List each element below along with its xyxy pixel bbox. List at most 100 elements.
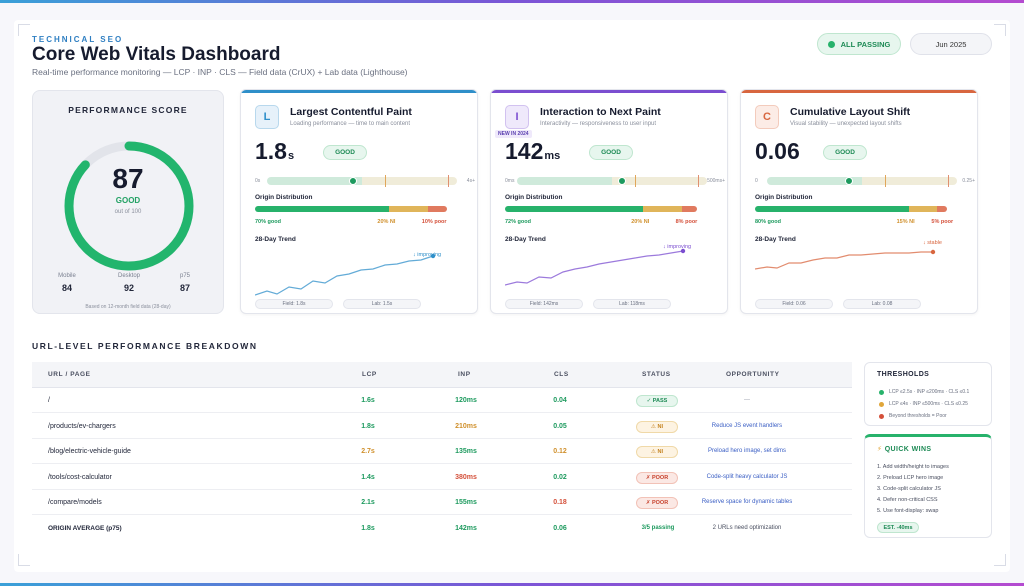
score-p75-label: p75 [179, 273, 190, 279]
date-selector[interactable]: Jun 2025 [910, 33, 992, 55]
trend-sparkline [755, 249, 936, 270]
row-inp: 155ms [455, 499, 477, 506]
score-value: 87 [112, 163, 144, 194]
dist-poor-label: 5% poor [931, 219, 954, 225]
row-opportunity[interactable]: Code-split heavy calculator JS [706, 473, 788, 480]
row-url[interactable]: /blog/electric-vehicle-guide [48, 448, 131, 455]
trend-label: 28-Day Trend [755, 236, 796, 243]
row-inp: 380ms [455, 473, 477, 481]
metric-accent-bar [241, 90, 477, 93]
range-high-label: 500ms+ [707, 178, 725, 184]
quick-win-item: 4. Defer non-critical CSS [877, 497, 938, 503]
range-threshold-marker [884, 175, 886, 187]
metric-card-cls: C Cumulative Layout Shift Visual stabili… [740, 89, 978, 314]
col-header-status: STATUS [642, 371, 671, 378]
quick-win-item: 5. Use font-display: swap [877, 508, 939, 514]
avg-inp: 142ms [455, 525, 477, 532]
row-opportunity: — [744, 397, 750, 403]
metric-letter-badge: C [755, 105, 779, 129]
row-lcp: 2.7s [361, 448, 375, 455]
field-value-chip: Field: 1.8s [255, 299, 333, 309]
row-opportunity[interactable]: Preload hero image, set dims [707, 448, 787, 454]
dist-good-segment [505, 206, 644, 212]
score-mobile-value: 84 [61, 283, 72, 293]
range-position-dot [617, 177, 626, 185]
dist-poor-segment [427, 206, 447, 212]
row-url[interactable]: /compare/models [48, 499, 102, 506]
origin-label: Origin Distribution [505, 194, 563, 201]
metric-value-number: 142 [505, 138, 544, 164]
row-cls: 0.05 [553, 422, 567, 430]
avg-status: 3/5 passing [641, 525, 675, 531]
metric-state-badge: GOOD [823, 145, 867, 160]
dist-ni-segment [389, 206, 428, 212]
metric-card-lcp: L Largest Contentful Paint Loading perfo… [240, 89, 478, 314]
table-header: URL / PAGE LCP INP CLS STATUS OPPORTUNIT… [32, 362, 852, 388]
table-row[interactable]: / 1.6s 120ms 0.04 ✓ PASS — [32, 388, 852, 413]
metric-value-unit: s [287, 150, 295, 162]
range-threshold-marker [697, 175, 699, 187]
metric-letter-badge: L [255, 105, 279, 129]
table-row[interactable]: /products/ev-chargers 1.8s 210ms 0.05 ⚠ … [32, 414, 852, 439]
metric-name: Largest Contentful Paint [290, 106, 412, 118]
origin-label: Origin Distribution [255, 194, 313, 201]
range-threshold-marker [947, 175, 949, 187]
col-header-cls: CLS [554, 371, 569, 378]
row-inp: 210ms [455, 422, 477, 430]
row-opportunity[interactable]: Reserve space for dynamic tables [701, 499, 793, 505]
metric-range: 0ms 500ms+ [505, 174, 725, 188]
lab-value-chip: Lab: 118ms [593, 299, 671, 309]
score-state: GOOD [115, 196, 141, 205]
range-threshold-marker [384, 175, 386, 187]
trend-label: 28-Day Trend [255, 236, 296, 243]
metric-accent-bar [491, 90, 727, 93]
row-url[interactable]: / [48, 397, 50, 404]
page-title: Core Web Vitals Dashboard [32, 44, 281, 65]
score-desktop-label: Desktop [117, 273, 140, 279]
page-eyebrow: TECHNICAL SEO [32, 35, 124, 44]
score-footnote: Based on 12-month field data (28-day) [85, 304, 171, 310]
trend-end-dot [430, 253, 436, 259]
metric-accent-bar [741, 90, 977, 93]
performance-score-card: PERFORMANCE SCORE 87 GOOD out of 100 Mob… [32, 90, 224, 314]
metric-value-number: 0.06 [755, 138, 800, 164]
status-dot-icon [827, 40, 835, 48]
col-header-lcp: LCP [362, 371, 377, 378]
row-url[interactable]: /products/ev-chargers [48, 422, 116, 430]
metric-name: Cumulative Layout Shift [790, 106, 911, 118]
row-status-badge: ✓ PASS [636, 395, 678, 407]
dist-poor-label: 8% poor [675, 219, 698, 225]
threshold-ni: LCP ≤4s · INP ≤500ms · CLS ≤0.25 [879, 401, 968, 407]
new-tag: NEW IN 2024 [495, 130, 532, 138]
score-mobile: Mobile 84 [47, 273, 87, 293]
bottom-accent-bar [0, 583, 1024, 586]
trend-line [755, 251, 933, 270]
poor-dot-icon [879, 413, 884, 419]
metric-letter-badge: I [505, 105, 529, 129]
avg-opportunity: 2 URLs need optimization [712, 525, 782, 531]
table-row[interactable]: /tools/cost-calculator 1.4s 380ms 0.02 ✗… [32, 465, 852, 490]
table-row[interactable]: /compare/models 2.1s 155ms 0.18 ✗ POOR R… [32, 490, 852, 515]
table-row[interactable]: /blog/electric-vehicle-guide 2.7s 135ms … [32, 439, 852, 464]
range-position-dot [348, 177, 357, 185]
range-position-dot [844, 177, 853, 185]
threshold-poor-text: Beyond thresholds = Poor [889, 413, 947, 419]
trend-note: ↓ improving [663, 244, 692, 250]
frame-corner [18, 554, 30, 566]
row-lcp: 1.4s [361, 473, 375, 481]
range-threshold-marker [447, 175, 449, 187]
trend-sparkline [255, 253, 436, 296]
row-cls: 0.04 [553, 397, 567, 404]
trend-note: ↓ improving [413, 252, 442, 258]
range-track [267, 177, 457, 185]
dist-poor-label: 10% poor [421, 219, 447, 225]
dist-good-segment [255, 206, 390, 212]
origin-distribution-bar [255, 206, 447, 212]
all-passing-badge[interactable]: ALL PASSING [817, 33, 901, 55]
range-low-label: 0 [755, 178, 758, 184]
row-opportunity[interactable]: Reduce JS event handlers [711, 422, 783, 429]
ni-dot-icon [879, 401, 884, 407]
row-lcp: 2.1s [361, 499, 375, 506]
row-inp: 135ms [455, 448, 477, 455]
row-url[interactable]: /tools/cost-calculator [48, 473, 112, 481]
